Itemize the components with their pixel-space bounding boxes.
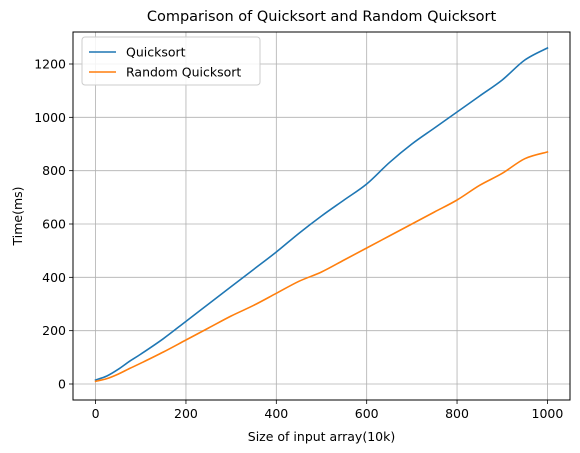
axis-ticks: 0 200 400 600 800 1000 0 200 400 600 800 1000 1200: [34, 57, 563, 422]
series-lines: [94, 46, 549, 383]
series-line-random-quicksort: [94, 151, 549, 383]
legend-label: Quicksort: [126, 45, 186, 60]
x-axis-label: Size of input array(10k): [248, 429, 395, 444]
y-tick-label: 1000: [34, 110, 66, 125]
series-line-quicksort: [94, 46, 549, 382]
chart-title: Comparison of Quicksort and Random Quick…: [147, 9, 497, 25]
x-tick-label: 200: [174, 406, 198, 421]
y-tick-label: 800: [42, 163, 66, 178]
y-tick-label: 1200: [34, 57, 66, 72]
x-tick-label: 1000: [532, 406, 564, 421]
y-tick-label: 200: [42, 323, 66, 338]
x-tick-label: 600: [355, 406, 379, 421]
plot-area-frame: [72, 31, 571, 401]
y-tick-label: 600: [42, 217, 66, 232]
legend-label: Random Quicksort: [126, 65, 241, 80]
y-axis-label: Time(ms): [10, 186, 25, 246]
y-tick-label: 400: [42, 270, 66, 285]
x-tick-label: 0: [92, 406, 100, 421]
x-tick-label: 400: [264, 406, 288, 421]
y-tick-label: 0: [58, 377, 66, 392]
legend: Quicksort Random Quicksort: [81, 36, 261, 86]
x-tick-label: 800: [445, 406, 469, 421]
legend-box: [81, 36, 261, 86]
grid: [73, 32, 570, 400]
